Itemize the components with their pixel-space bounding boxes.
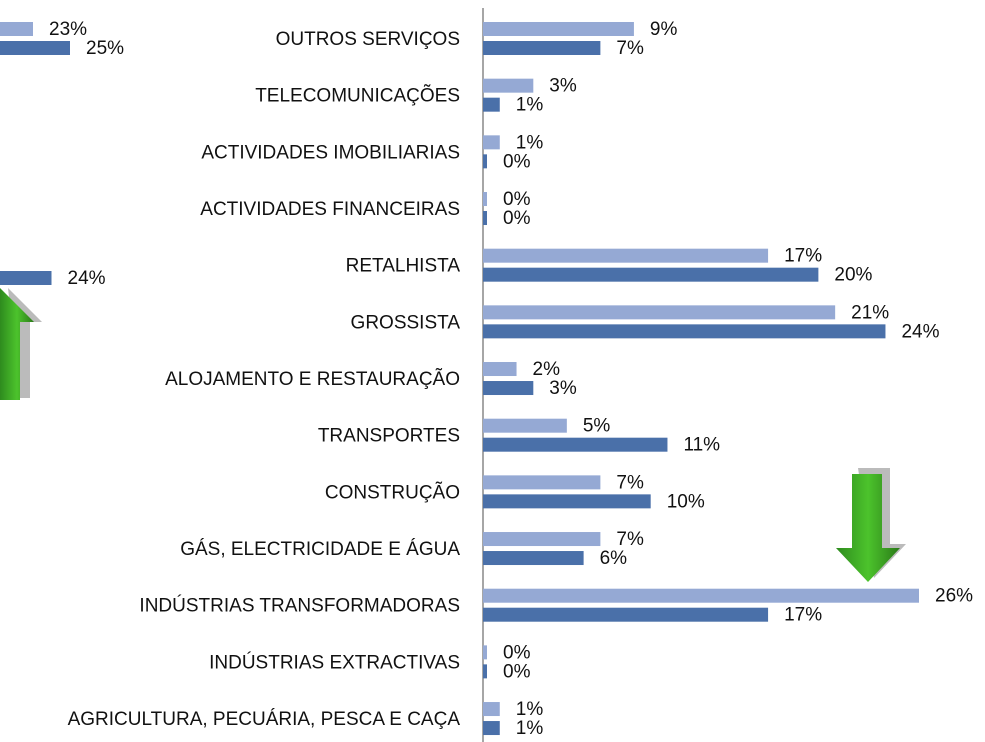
value-label: 6% xyxy=(600,548,628,569)
bar xyxy=(483,305,836,320)
value-label: 23% xyxy=(49,19,87,40)
value-label: 0% xyxy=(503,151,531,172)
value-label: 1% xyxy=(516,718,544,739)
bar xyxy=(483,97,500,112)
category-label: ALOJAMENTO E RESTAURAÇÃO xyxy=(165,368,460,390)
bar xyxy=(483,22,634,36)
up-arrow xyxy=(0,288,34,400)
category-label: ACTIVIDADES FINANCEIRAS xyxy=(200,199,460,220)
category-label: GROSSISTA xyxy=(351,312,461,333)
value-label: 9% xyxy=(650,19,678,40)
bar xyxy=(483,418,567,433)
value-label: 1% xyxy=(516,95,544,116)
bar xyxy=(483,645,487,660)
bar xyxy=(483,211,487,226)
category-label: OUTROS SERVIÇOS xyxy=(276,29,460,50)
bar xyxy=(483,475,601,490)
bar xyxy=(483,381,534,396)
bar xyxy=(483,135,500,150)
value-label: 11% xyxy=(683,435,720,456)
bar xyxy=(483,192,487,207)
value-label: 17% xyxy=(784,246,822,267)
category-label: CONSTRUÇÃO xyxy=(325,481,460,503)
value-label: 24% xyxy=(901,321,939,342)
value-label: 7% xyxy=(616,472,644,493)
category-label: RETALHISTA xyxy=(346,256,461,277)
category-label: TELECOMUNICAÇÕES xyxy=(255,85,460,107)
bar xyxy=(483,41,601,55)
bar xyxy=(483,702,500,717)
bar xyxy=(0,271,52,285)
category-label: ACTIVIDADES IMOBILIARIAS xyxy=(201,142,460,163)
value-label: 7% xyxy=(616,38,644,59)
bar xyxy=(483,324,886,339)
value-label: 1% xyxy=(516,699,544,720)
bar xyxy=(483,154,487,169)
value-label: 24% xyxy=(68,268,106,289)
category-label: TRANSPORTES xyxy=(318,426,460,447)
value-label: 3% xyxy=(549,76,577,97)
bar xyxy=(483,267,819,282)
category-label: INDÚSTRIAS EXTRACTIVAS xyxy=(209,651,460,673)
value-label: 25% xyxy=(86,38,124,59)
bar xyxy=(483,721,500,736)
bar xyxy=(483,362,517,377)
value-label: 20% xyxy=(834,265,872,286)
bar xyxy=(483,588,919,603)
value-label: 2% xyxy=(533,359,561,380)
bar xyxy=(0,22,33,36)
value-label: 26% xyxy=(935,586,973,607)
value-label: 21% xyxy=(851,302,889,323)
bar xyxy=(483,78,534,93)
bar xyxy=(483,494,651,509)
value-label: 0% xyxy=(503,208,531,229)
value-label: 10% xyxy=(667,491,705,512)
value-label: 7% xyxy=(616,529,644,550)
value-label: 0% xyxy=(503,189,531,210)
category-label: GÁS, ELECTRICIDADE E ÁGUA xyxy=(180,539,460,560)
bar xyxy=(483,607,769,622)
value-label: 3% xyxy=(549,378,577,399)
bar xyxy=(483,532,601,547)
bar xyxy=(483,248,769,263)
bar xyxy=(483,437,668,452)
bar xyxy=(483,664,487,679)
bar xyxy=(483,551,584,566)
category-label: AGRICULTURA, PECUÁRIA, PESCA E CAÇA xyxy=(68,709,461,730)
value-label: 17% xyxy=(784,605,822,626)
down-arrow xyxy=(836,474,900,582)
value-label: 1% xyxy=(516,132,544,153)
value-label: 0% xyxy=(503,661,531,682)
category-label: INDÚSTRIAS TRANSFORMADORAS xyxy=(139,595,460,617)
value-label: 0% xyxy=(503,642,531,663)
value-label: 5% xyxy=(583,416,611,437)
bar xyxy=(0,41,70,55)
